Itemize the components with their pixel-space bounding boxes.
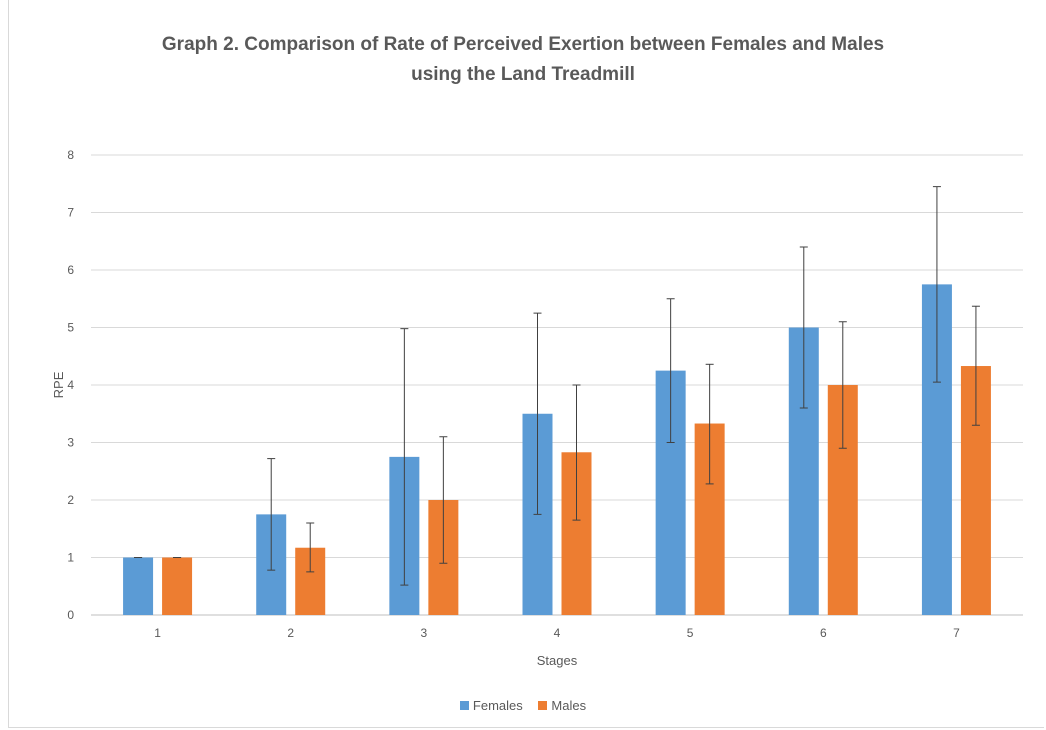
legend-label-males: Males [551, 698, 587, 713]
x-axis-title: Stages [537, 653, 578, 668]
legend: Females Males [0, 698, 1046, 713]
x-tick-label-6: 6 [820, 626, 827, 640]
x-tick-label-2: 2 [287, 626, 294, 640]
y-tick-label-8: 8 [67, 148, 74, 162]
y-tick-label-2: 2 [67, 493, 74, 507]
y-tick-label-1: 1 [67, 551, 74, 565]
legend-swatch-females [459, 701, 469, 710]
x-tick-label-3: 3 [421, 626, 428, 640]
y-tick-label-3: 3 [67, 436, 74, 450]
y-tick-label-5: 5 [67, 321, 74, 335]
y-tick-label-7: 7 [67, 206, 74, 220]
chart-title-line-2: using the Land Treadmill [411, 64, 635, 85]
bar-males-stage-1 [162, 557, 193, 615]
y-axis-title: RPE [51, 371, 66, 398]
y-tick-label-6: 6 [67, 263, 74, 277]
chart-title-line-1: Graph 2. Comparison of Rate of Perceived… [161, 34, 885, 55]
y-tick-label-0: 0 [67, 608, 74, 622]
x-tick-label-1: 1 [154, 626, 161, 640]
y-tick-label-4: 4 [67, 378, 74, 392]
x-tick-label-4: 4 [554, 626, 561, 640]
chart-area [8, 0, 1044, 728]
legend-label-females: Females [472, 698, 523, 713]
x-tick-label-7: 7 [953, 626, 960, 640]
x-tick-label-5: 5 [687, 626, 694, 640]
legend-item-males: Males [538, 698, 586, 713]
legend-swatch-males [538, 701, 548, 710]
legend-item-females: Females [459, 698, 523, 713]
bar-females-stage-1 [123, 557, 154, 615]
